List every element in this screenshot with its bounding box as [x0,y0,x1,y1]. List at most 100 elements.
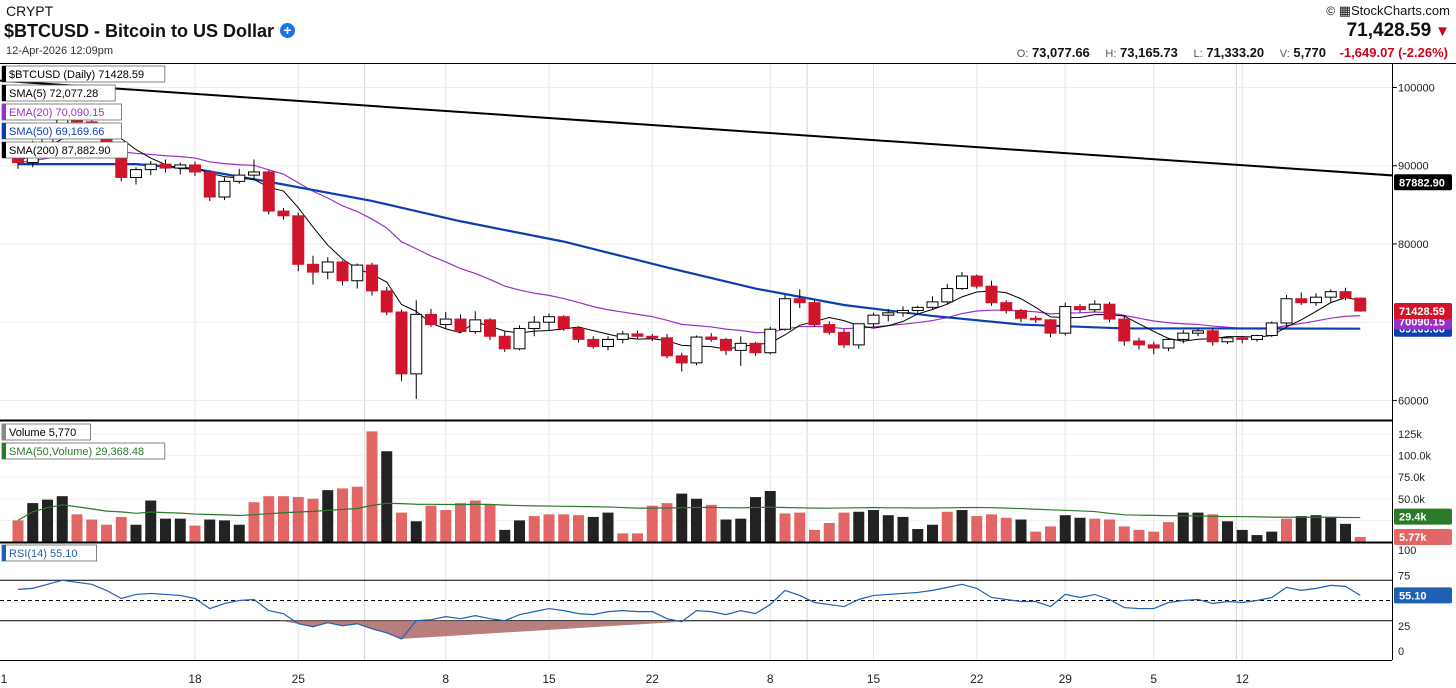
brand-logo[interactable]: © ▦StockCharts.com [1326,3,1450,19]
candle-body [144,163,157,171]
volume-legend-item-text: SMA(50,Volume) 29,368.48 [9,446,144,458]
candle-body [793,298,806,304]
volume-bar [528,516,540,542]
volume-bar [189,525,201,542]
price-legend-item-swatch [2,123,6,139]
volume-bar [1163,522,1174,542]
high-label: H: [1105,48,1117,60]
add-to-list-icon[interactable]: + [280,23,296,38]
candle-body [1310,296,1322,304]
sma200-line [0,79,1456,181]
candle-body [425,313,437,326]
volume-bar [248,502,260,542]
volume-bar [794,512,806,542]
volume-bar [617,533,629,542]
candle-body [130,169,142,178]
candle-body [867,314,880,325]
price-tag: 70090.15 [1399,316,1445,328]
rsi-panel [0,579,1392,640]
candle-body [1192,330,1204,334]
price-legend-item-text: SMA(50) 69,169.66 [9,126,104,138]
volume-bar [823,522,835,542]
last-price: 71,428.59 ▼ [1347,20,1450,42]
price-legend-item-text: $BTCUSD (Daily) 71428.59 [9,69,144,81]
price-axis-label: 90000 [1398,161,1429,173]
candle-body [838,331,850,346]
volume-bar [425,505,437,542]
sma50-line [18,163,1361,330]
volume-bar [1177,512,1189,542]
right-axis-background [1393,64,1456,688]
volume-bar [602,512,614,542]
rsi-tag: 55.10 [1399,590,1427,602]
rsi-axis-label: 100 [1398,545,1416,557]
candle-body [351,264,364,282]
ema20-line [17,148,1361,334]
volume-bar [27,503,39,542]
candle-body [661,337,673,357]
volume-bar [115,516,127,542]
volume-tag-bg [1394,529,1452,546]
candle-body [616,333,629,340]
volume-legend-item-swatch [2,424,6,440]
candle-body [1103,303,1116,320]
chart-title: $BTCUSD - Bitcoin to US Dollar + [4,21,296,42]
date-axis-label: 22 [646,672,660,686]
candle-body [705,336,718,340]
rsi-axis-label: 25 [1398,621,1410,633]
volume-tag: 29.4k [1399,512,1427,524]
volume-bar [499,529,511,542]
rsi-legend-item-swatch [2,545,6,561]
candle-body [1280,298,1293,324]
volume-bar [838,512,850,542]
volume-bar [440,510,452,542]
volume-legend-item-swatch [2,443,6,459]
volume-bar [897,516,909,542]
price-axis-label: 60000 [1398,395,1429,407]
candle-body [1000,302,1013,311]
candlesticks [12,107,1367,399]
price-tag-bg [1394,303,1452,320]
candle-body [1015,309,1027,319]
candle-body [1029,317,1042,321]
candle-body [1354,297,1367,312]
volume-bars [12,431,1366,542]
candle-body [498,335,511,350]
candle-body [1324,291,1337,298]
rsi-axis-label: 75 [1398,570,1410,582]
volume-bar [174,518,186,542]
price-legend-item-text: SMA(200) 87,882.90 [9,145,111,157]
volume-bar [204,519,216,542]
volume-bar [1222,521,1233,542]
volume-bar [86,519,98,542]
candle-body [646,335,659,339]
volume-bar [1236,529,1248,542]
candle-body [1177,332,1190,340]
volume-bar [71,514,83,542]
price-axis-label: 100000 [1398,82,1435,94]
candle-body [292,215,305,265]
candle-body [248,171,260,176]
candle-body [1206,330,1219,343]
candle-body [1044,319,1057,334]
volume-axis-label: 125k [1398,429,1422,441]
candle-body [720,338,732,351]
candle-body [764,328,777,354]
volume-bar [366,431,378,542]
price-legend-item-swatch [2,85,6,101]
low-label: L: [1193,48,1203,60]
candle-body [528,321,541,329]
volume-bar [160,518,171,542]
candle-body [808,302,821,326]
candle-body [410,313,423,375]
candle-body [159,163,172,169]
volume-bar [351,486,363,542]
date-axis-label: 1 [1,672,8,686]
volume-bar [941,511,953,542]
candle-body [1133,340,1145,346]
candle-body [749,342,762,354]
candle-body [262,171,275,212]
price-legend-item-swatch [2,66,6,82]
rsi-tag-bg [1394,587,1452,604]
